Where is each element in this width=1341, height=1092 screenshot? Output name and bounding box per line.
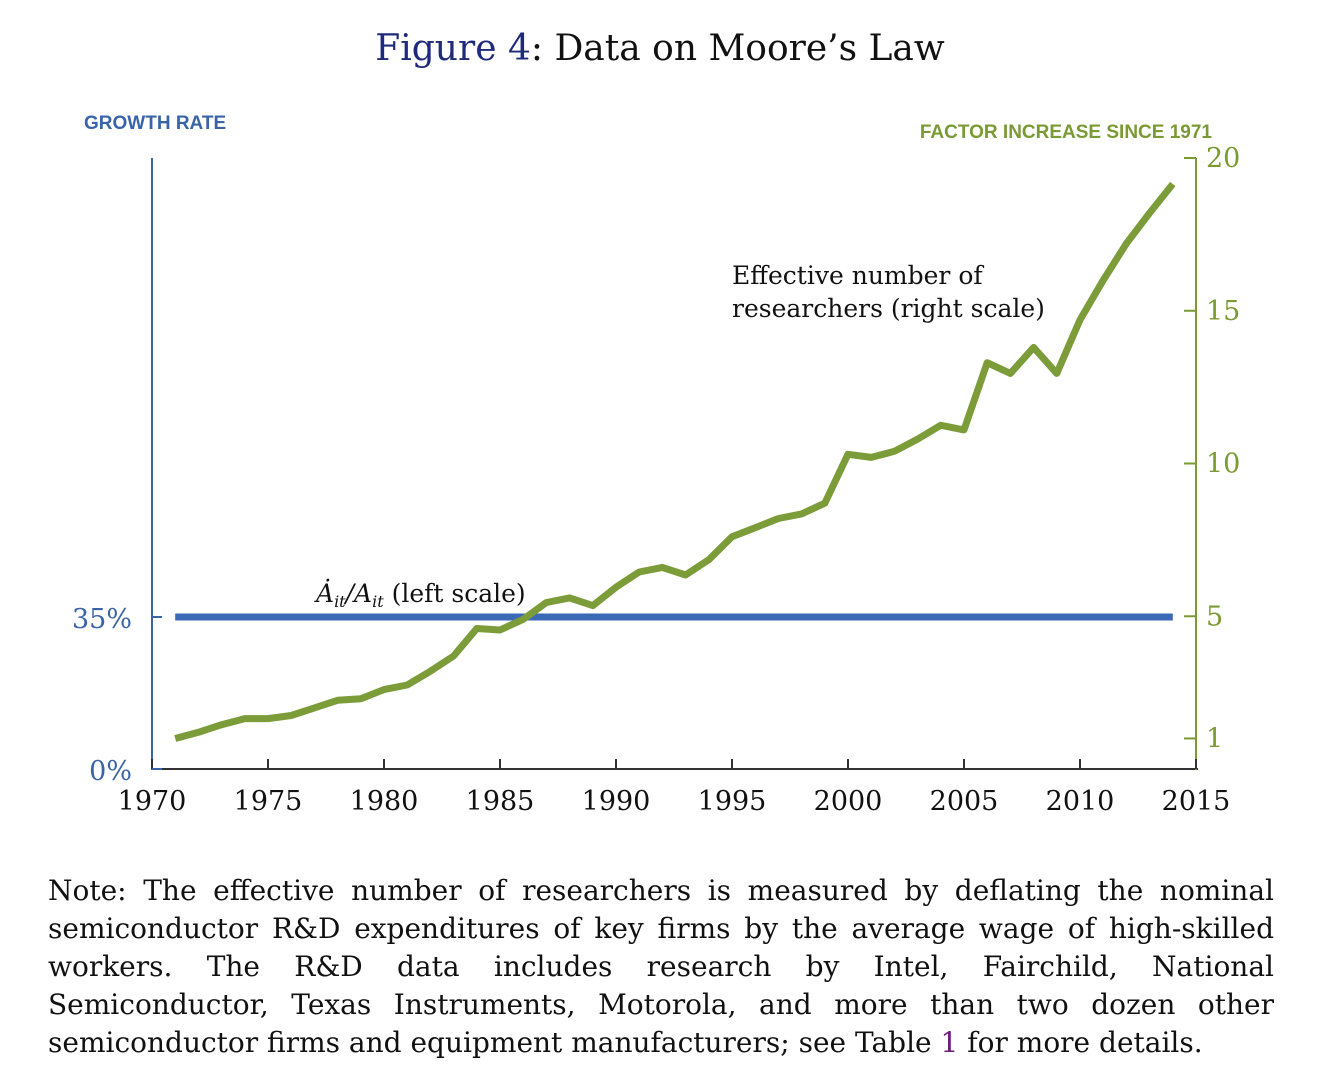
x-tick-label: 1995 [698, 786, 767, 817]
x-tick-label: 1970 [118, 786, 187, 817]
figure-title: Figure 4: Data on Moore’s Law [0, 28, 1320, 69]
x-tick-label: 1975 [234, 786, 303, 817]
moores-law-chart: GROWTH RATE FACTOR INCREASE SINCE 1971 1… [72, 113, 1240, 817]
x-tick-label: 1985 [466, 786, 535, 817]
researchers-annotation-line1: Effective number of [732, 261, 984, 290]
x-tick-label: 1980 [350, 786, 419, 817]
growth-annotation-slash: /A [344, 579, 372, 608]
right-axis-title: FACTOR INCREASE SINCE 1971 [920, 122, 1213, 143]
left-axis-title: GROWTH RATE [84, 113, 226, 134]
right-tick-label: 20 [1206, 143, 1240, 174]
x-tick-label: 1990 [582, 786, 651, 817]
x-tick-label: 2000 [814, 786, 883, 817]
growth-line-annotation: Ȧit/Ait (left scale) [314, 579, 526, 611]
left-tick-label: 35% [72, 604, 132, 635]
left-axis-ticks: 0% 35% [72, 604, 162, 787]
right-tick-label: 15 [1206, 296, 1240, 327]
figure-separator: : [530, 28, 543, 69]
growth-annotation-sub2: it [372, 592, 384, 611]
x-axis-ticks: 1970 1975 1980 1985 1990 1995 2000 2005 2010 2015 [118, 759, 1231, 817]
table-reference-link[interactable]: 1 [940, 1026, 959, 1059]
figure-note: Note: The effective number of researcher… [48, 872, 1274, 1062]
x-tick-label: 2010 [1046, 786, 1115, 817]
x-tick-label: 2005 [930, 786, 999, 817]
figure-title-text: Data on Moore’s Law [543, 28, 945, 69]
figure-label: Figure 4 [375, 28, 531, 69]
right-tick-label: 1 [1206, 723, 1223, 754]
left-tick-label: 0% [89, 756, 132, 787]
right-tick-label: 5 [1206, 601, 1223, 632]
x-tick-label: 2015 [1162, 786, 1231, 817]
growth-annotation-rest: (left scale) [384, 579, 526, 608]
researchers-annotation-line2: researchers (right scale) [732, 294, 1045, 323]
researchers-line [174, 181, 1176, 742]
note-text-end: for more details. [958, 1026, 1203, 1059]
note-text: Note: The effective number of researcher… [48, 874, 1274, 1059]
growth-annotation-sub1: it [334, 592, 346, 611]
right-tick-label: 10 [1206, 449, 1240, 480]
growth-annotation-main: Ȧ [314, 579, 334, 608]
